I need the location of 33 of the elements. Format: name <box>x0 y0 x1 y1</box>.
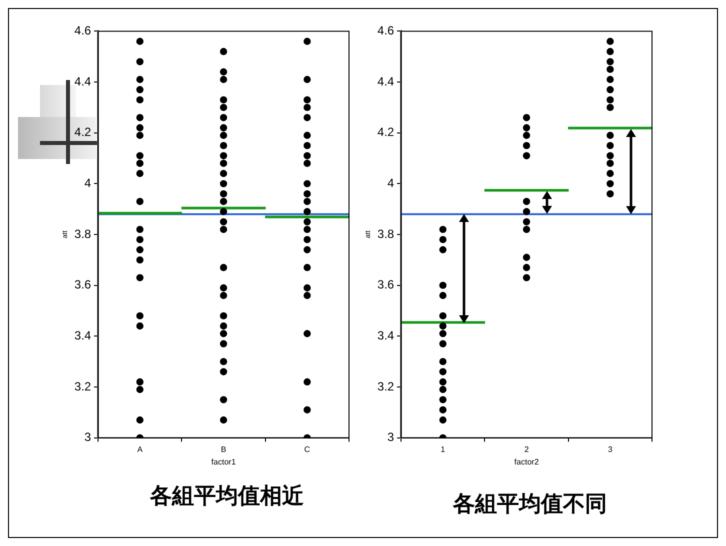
bar <box>484 188 569 192</box>
y-tick-label: 3.8 <box>74 226 92 241</box>
y-tick-label: 4 <box>84 176 92 190</box>
y-tick-label: 3 <box>84 430 92 444</box>
y-tick-label: 3.2 <box>74 379 92 394</box>
y-tick-label: 3.4 <box>377 328 394 342</box>
x-tick-label: 1 <box>440 444 446 454</box>
y-tick-label: 4.2 <box>74 125 92 140</box>
y-tick-label: 4.4 <box>74 74 92 88</box>
y-tick-label: 3.8 <box>377 226 394 241</box>
y-tick-label: 4 <box>387 176 394 190</box>
x-tick-label: A <box>137 444 144 454</box>
text: 各組平均值相近 <box>148 483 305 511</box>
y-tick-label: 3.6 <box>377 278 394 292</box>
x-axis-title: factor2 <box>514 457 540 466</box>
bar <box>568 126 652 130</box>
text: 各組平均值不同 <box>452 491 608 519</box>
bar <box>181 206 266 210</box>
y-tick-label: 3.6 <box>74 278 92 292</box>
y-tick-label: 3.2 <box>377 379 394 394</box>
x-tick-label: 3 <box>608 444 613 454</box>
y-tick-label: 4.6 <box>377 24 394 38</box>
bar <box>98 212 182 214</box>
x-axis-title: factor1 <box>211 457 236 466</box>
y-tick-label: 4.2 <box>377 125 394 140</box>
bar <box>265 216 349 218</box>
x-tick-label: 2 <box>524 444 530 454</box>
y-tick-label: 3.4 <box>74 328 92 342</box>
x-tick-label: B <box>220 444 226 454</box>
y-tick-label: 4.4 <box>377 74 394 88</box>
y-tick-label: 4.6 <box>74 24 92 38</box>
y-tick-label: 3 <box>387 430 394 444</box>
x-tick-label: C <box>304 444 310 454</box>
